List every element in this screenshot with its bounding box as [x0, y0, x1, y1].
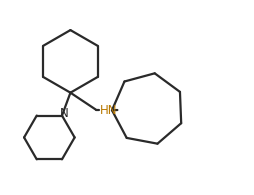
Text: HN: HN — [100, 104, 117, 117]
Text: N: N — [59, 107, 68, 120]
